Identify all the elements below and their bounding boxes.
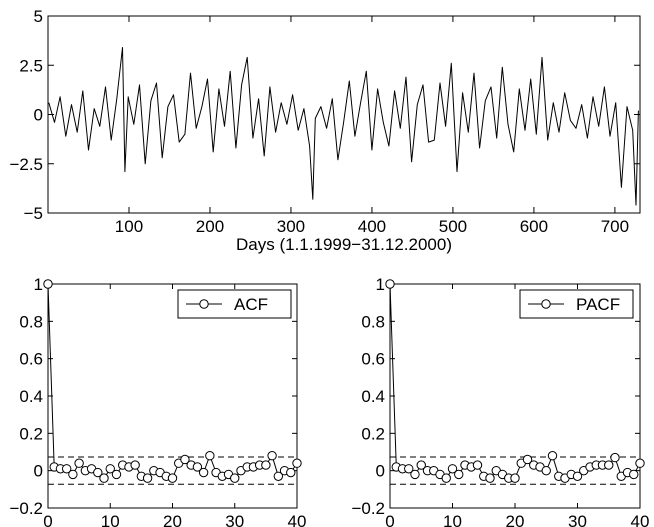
data-point (99, 473, 109, 483)
x-tick-label: 40 (288, 512, 307, 527)
y-tick-label: 0 (34, 462, 43, 481)
x-tick-label: 20 (163, 512, 182, 527)
data-point (510, 473, 520, 483)
y-tick-label: 0.8 (19, 312, 43, 331)
y-tick-label: −0.2 (9, 499, 43, 518)
y-tick-label: −2.5 (9, 155, 43, 174)
x-axis-title: Days (1.1.1999−31.12.2000) (236, 235, 452, 254)
data-point (441, 473, 451, 483)
data-point (130, 460, 140, 470)
data-point (43, 279, 53, 289)
legend-marker-sample (199, 299, 209, 309)
y-tick-label: 0.6 (19, 350, 43, 369)
y-tick-label: 0.2 (19, 424, 43, 443)
data-point (385, 279, 395, 289)
data-point (111, 469, 122, 480)
x-tick-label: 0 (385, 512, 394, 527)
data-point (142, 473, 153, 483)
data-point (635, 458, 645, 468)
data-point (286, 467, 296, 478)
y-tick-label: −0.2 (351, 499, 385, 518)
data-point (267, 451, 277, 461)
x-tick-label: 0 (43, 512, 52, 527)
x-tick-label: 10 (101, 512, 120, 527)
x-tick-label: 400 (358, 217, 386, 236)
x-tick-label: 200 (196, 217, 224, 236)
x-tick-label: 30 (568, 512, 587, 527)
data-point (198, 467, 209, 478)
legend-marker-sample (541, 299, 551, 309)
data-point (447, 464, 458, 474)
data-point (541, 465, 551, 476)
x-tick-label: 40 (631, 512, 650, 527)
data-point (61, 464, 72, 474)
legend-label: PACF (576, 295, 620, 314)
y-tick-label: 1 (34, 275, 43, 294)
data-point (180, 454, 190, 465)
y-tick-label: 0 (34, 106, 43, 125)
series-line (48, 47, 639, 206)
data-point (410, 469, 420, 480)
data-point (261, 460, 271, 470)
data-point (167, 473, 178, 483)
y-tick-label: 0.4 (19, 387, 43, 406)
data-point (547, 451, 558, 461)
y-tick-label: 1 (376, 275, 385, 294)
data-point (416, 460, 426, 470)
y-tick-label: 0.2 (361, 424, 385, 443)
legend-label: ACF (234, 295, 268, 314)
data-point (522, 454, 533, 465)
y-tick-label: 0.4 (361, 387, 385, 406)
y-tick-label: 5 (34, 7, 43, 26)
data-point (485, 473, 495, 483)
data-point (610, 452, 620, 463)
x-tick-label: 600 (520, 217, 548, 236)
data-point (629, 469, 639, 480)
y-tick-label: 2.5 (19, 56, 43, 75)
data-point (292, 458, 302, 468)
y-tick-label: −5 (24, 204, 43, 223)
data-point (68, 469, 78, 480)
x-tick-label: 30 (225, 512, 244, 527)
chart-panel-1: 100 200 300 400 500 600 700 5 2.5 0 −2.5 −5 Days (1.… (9, 7, 641, 254)
data-point (230, 473, 240, 483)
x-tick-label: 300 (277, 217, 305, 236)
x-tick-label: 500 (439, 217, 467, 236)
data-point (472, 460, 483, 470)
x-tick-label: 100 (115, 217, 143, 236)
data-point (604, 460, 614, 470)
x-tick-label: 700 (601, 217, 629, 236)
data-point (404, 464, 414, 474)
y-tick-label: 0.6 (361, 350, 385, 369)
y-tick-label: 0 (376, 462, 385, 481)
data-point (205, 451, 215, 461)
data-point (454, 469, 464, 480)
x-tick-label: 10 (443, 512, 462, 527)
data-point (572, 471, 583, 481)
x-tick-label: 20 (506, 512, 525, 527)
data-point (105, 464, 115, 474)
data-point (273, 471, 284, 481)
data-point (93, 467, 103, 478)
data-point (192, 462, 203, 472)
data-point (74, 458, 84, 468)
y-tick-label: 0.8 (361, 312, 385, 331)
